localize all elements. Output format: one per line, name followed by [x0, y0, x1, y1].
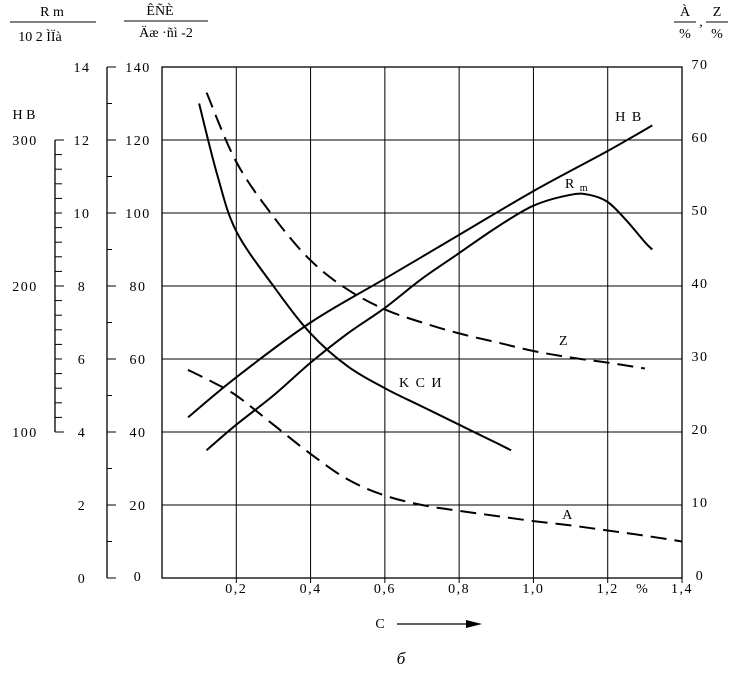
rm-tick-label: 10	[74, 207, 91, 222]
series-line-a	[187, 369, 683, 543]
rm-axis-title: R m 10 2 ÌÏà	[10, 5, 96, 45]
ksi-tick-label: 80	[130, 280, 147, 295]
x-tick-label: 0,8	[448, 582, 470, 597]
x-tick-label: 0,2	[225, 582, 247, 597]
hb-tick-label: 200	[12, 280, 38, 295]
x-tick-label: 1,4	[671, 582, 693, 597]
series-label-a: A	[562, 508, 574, 523]
series-line-k-c-и	[198, 103, 512, 452]
series-label-h-b: H B	[615, 110, 642, 125]
hb-tick-label: 100	[12, 426, 38, 441]
x-axis-label: C	[375, 617, 384, 632]
hb-tick-label: 300	[12, 134, 38, 149]
az-axis-unit-a: %	[679, 27, 691, 42]
az-axis-title: À % , Z %	[674, 3, 728, 42]
az-tick-label: 10	[692, 496, 709, 511]
ksi-tick-label: 120	[125, 134, 151, 149]
ksi-tick-label: 20	[130, 499, 147, 514]
ksi-axis-label-top: ÊÑÈ	[146, 2, 173, 19]
az-tick-label: 20	[692, 423, 709, 438]
series-line-h-b	[187, 124, 653, 419]
az-tick-label: 50	[692, 204, 709, 219]
ksi-axis-title: ÊÑÈ Äæ ·ñì -2	[124, 2, 208, 41]
x-axis-arrowhead	[466, 620, 482, 628]
ksi-tick-label: 0	[134, 570, 143, 585]
rm-tick-label: 4	[78, 426, 87, 441]
series-line-z	[205, 92, 646, 370]
hb-axis-label: H B	[13, 108, 36, 123]
ksi-tick-label: 40	[130, 426, 147, 441]
ksi-tick-label: 140	[125, 61, 151, 76]
az-axis-label-z: Z	[713, 5, 722, 20]
az-tick-label: 70	[692, 58, 709, 73]
x-tick-label: 0,4	[300, 582, 322, 597]
rm-tick-label: 2	[78, 499, 87, 514]
plot-grid	[161, 66, 683, 583]
ksi-tick-label: 60	[130, 353, 147, 368]
az-tick-label: 60	[692, 131, 709, 146]
az-tick-label: 0	[696, 569, 705, 584]
rm-tick-label: 12	[74, 134, 91, 149]
az-tick-label: 40	[692, 277, 709, 292]
rm-axis-label-bottom: 10 2 ÌÏà	[18, 28, 62, 45]
x-tick-label: 1,2	[597, 582, 619, 597]
series-label-rm-subscript: m	[580, 183, 589, 194]
x-axis-unit: %	[636, 582, 648, 597]
az-axis-label-a: À	[680, 3, 691, 20]
x-tick-label: 0,6	[374, 582, 396, 597]
series-group: H B R m K C И Z A	[187, 92, 683, 543]
az-axis-separator: ,	[699, 15, 703, 30]
figure-caption: б	[397, 649, 406, 668]
az-axis-unit-z: %	[711, 27, 723, 42]
series-line-r-m	[205, 192, 653, 452]
ksi-tick-label: 100	[125, 207, 151, 222]
rm-tick-label: 6	[78, 353, 87, 368]
series-label-z: Z	[559, 334, 569, 349]
ksi-axis-label-bottom: Äæ ·ñì -2	[139, 24, 193, 41]
series-label-k-c-и: K C И	[399, 376, 443, 391]
az-tick-label: 30	[692, 350, 709, 365]
rm-axis-label-top: R m	[40, 5, 64, 20]
axes-group: 0,2 0,4 0,6 0,8 1,0 1,2 1,40 0 02 20 104 40 206 60 308…	[12, 58, 709, 597]
rm-tick-label: 8	[78, 280, 87, 295]
rm-tick-label: 14	[74, 61, 91, 76]
x-tick-label: 1,0	[522, 582, 544, 597]
rm-tick-label: 0	[78, 572, 87, 587]
